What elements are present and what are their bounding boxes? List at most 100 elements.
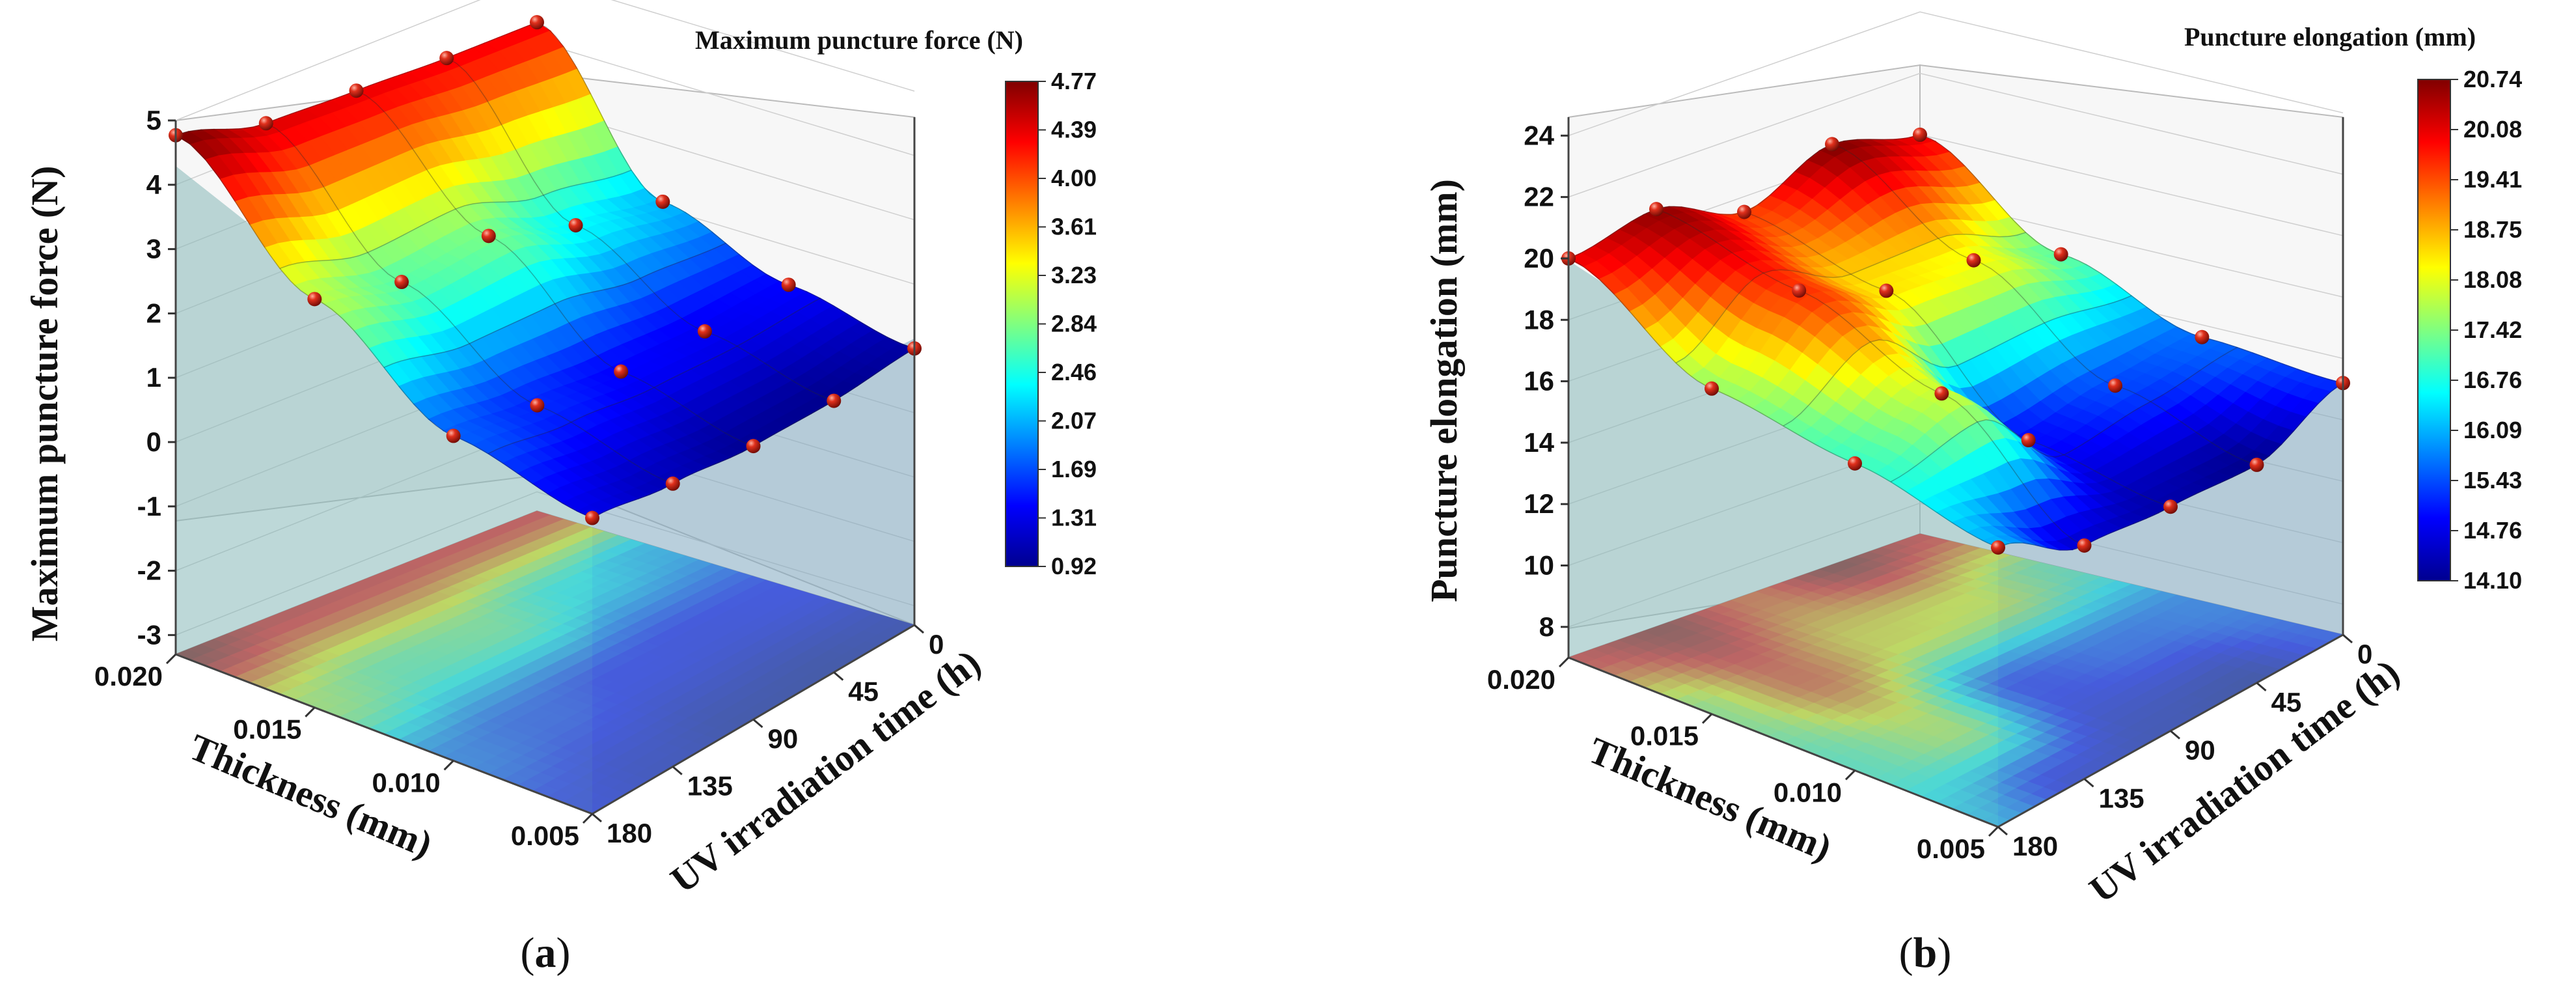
colorbar-tick-label: 4.39 (1051, 117, 1097, 143)
colorbar (2417, 79, 2451, 581)
colorbar (1005, 81, 1039, 567)
z-tick-label: -3 (137, 619, 161, 650)
data-point (1737, 204, 1751, 219)
data-point (258, 116, 273, 131)
z-tick-label: 20 (1524, 243, 1554, 273)
uv-tick-mark (592, 813, 602, 823)
panel-b-chart: 24 22 20 18 16 14 12 10 8 Puncture elongation (m… (1423, 11, 2522, 977)
colorbar-ticks: 20.74 20.08 19.41 18.75 18.08 17.42 16.76 16.09… (2450, 66, 2522, 594)
data-point (2195, 329, 2210, 344)
z-axis-label: Maximum puncture force (N) (23, 166, 66, 642)
colorbar-tick-label: 4.77 (1051, 68, 1097, 94)
thickness-tick-label: 0.010 (372, 767, 441, 798)
z-tick-label: 18 (1524, 304, 1554, 335)
gridline (1568, 72, 2344, 198)
uv-tick-label: 45 (2271, 687, 2302, 717)
data-point (568, 217, 583, 232)
thickness-tick-label: 0.010 (1774, 777, 1842, 807)
z-tick-label: 22 (1524, 182, 1554, 212)
colorbar-tick-label: 18.75 (2463, 216, 2522, 243)
uv-tick-mark (2342, 634, 2353, 644)
data-point (827, 393, 842, 408)
uv-tick-mark (2083, 778, 2094, 788)
thickness-tick-mark (165, 653, 177, 665)
thickness-tick-label: 0.020 (1487, 664, 1555, 695)
data-point (307, 292, 322, 307)
mesh-line (487, 298, 821, 454)
z-tick-label: -1 (137, 491, 161, 522)
z-tick-label: 24 (1524, 120, 1554, 150)
data-points (169, 15, 922, 525)
data-point (530, 15, 544, 30)
mesh-line (279, 169, 632, 270)
thickness-tick-mark (1701, 713, 1713, 724)
data-point (1991, 540, 2005, 555)
colorbar-tick-label: 3.23 (1051, 262, 1097, 288)
z-axis-ticks: 24 22 20 18 16 14 12 10 8 (1524, 120, 1569, 642)
uv-tick-label: 180 (2012, 831, 2058, 861)
data-point (665, 476, 680, 491)
z-tick-label: 4 (146, 169, 162, 200)
z-tick-label: 0 (146, 426, 161, 457)
data-point (394, 275, 409, 290)
colorbar-tick-label: 16.76 (2463, 367, 2522, 393)
uv-tick-label: 90 (768, 723, 799, 754)
data-point (2163, 499, 2178, 514)
colorbar-tick-label: 3.61 (1051, 214, 1097, 240)
data-point (2249, 457, 2264, 472)
colorbar-tick-label: 16.09 (2463, 417, 2522, 443)
data-point (2021, 433, 2036, 448)
data-point (655, 194, 670, 209)
data-point (439, 51, 454, 66)
z-axis-label: Puncture elongation (mm) (1423, 179, 1465, 602)
thickness-tick-mark (1988, 826, 1999, 837)
uv-tick-mark (2256, 682, 2267, 691)
data-point (697, 324, 712, 339)
data-point (481, 229, 496, 244)
uv-tick-mark (1997, 826, 2008, 836)
uv-axis-ticks: 0 45 90 135 180 (592, 624, 944, 848)
z-tick-label: 14 (1524, 427, 1554, 458)
z-tick-label: -2 (137, 555, 161, 586)
colorbar-tick-label: 2.46 (1051, 359, 1097, 385)
data-point (1879, 283, 1894, 298)
uv-tick-mark (833, 671, 844, 681)
thickness-tick-mark (443, 760, 454, 771)
data-point (446, 428, 461, 443)
uv-tick-mark (2170, 730, 2180, 740)
z-tick-label: 16 (1524, 366, 1554, 397)
colorbar-tick-label: 19.41 (2463, 166, 2522, 193)
colorbar-tick-label: 14.76 (2463, 517, 2522, 544)
panel-label-a: (a) (521, 929, 571, 977)
uv-tick-label: 135 (2099, 783, 2144, 813)
data-point (1934, 386, 1949, 401)
left-curtain (176, 166, 592, 814)
data-point (2053, 247, 2068, 262)
uv-tick-mark (672, 766, 683, 775)
uv-tick-label: 180 (607, 818, 652, 848)
uv-tick-label: 0 (929, 629, 944, 660)
right-curtain (1998, 378, 2343, 827)
thickness-tick-mark (1844, 770, 1856, 781)
uv-tick-label: 90 (2185, 735, 2215, 766)
thickness-tick-mark (1558, 656, 1570, 668)
mesh-line (356, 90, 754, 447)
z-tick-label: 5 (146, 105, 161, 135)
uv-tick-mark (914, 624, 924, 634)
z-tick-label: 1 (146, 362, 161, 393)
colorbar-tick-label: 4.00 (1051, 165, 1097, 191)
uv-tick-mark (752, 718, 763, 729)
colorbar-title: Maximum puncture force (N) (695, 25, 1023, 55)
z-axis-ticks: 5 4 3 2 1 0 -1 -2 -3 (137, 105, 176, 650)
gridline (175, 0, 915, 121)
uv-tick-label: 135 (687, 771, 733, 801)
data-point (349, 83, 364, 98)
mesh-line (446, 57, 834, 402)
data-point (1705, 381, 1719, 396)
thickness-tick-label: 0.005 (511, 820, 579, 851)
thickness-tick-label: 0.005 (1917, 833, 1985, 864)
colorbar-tick-label: 18.08 (2463, 266, 2522, 293)
z-tick-label: 12 (1524, 488, 1554, 519)
data-point (1913, 127, 1927, 142)
